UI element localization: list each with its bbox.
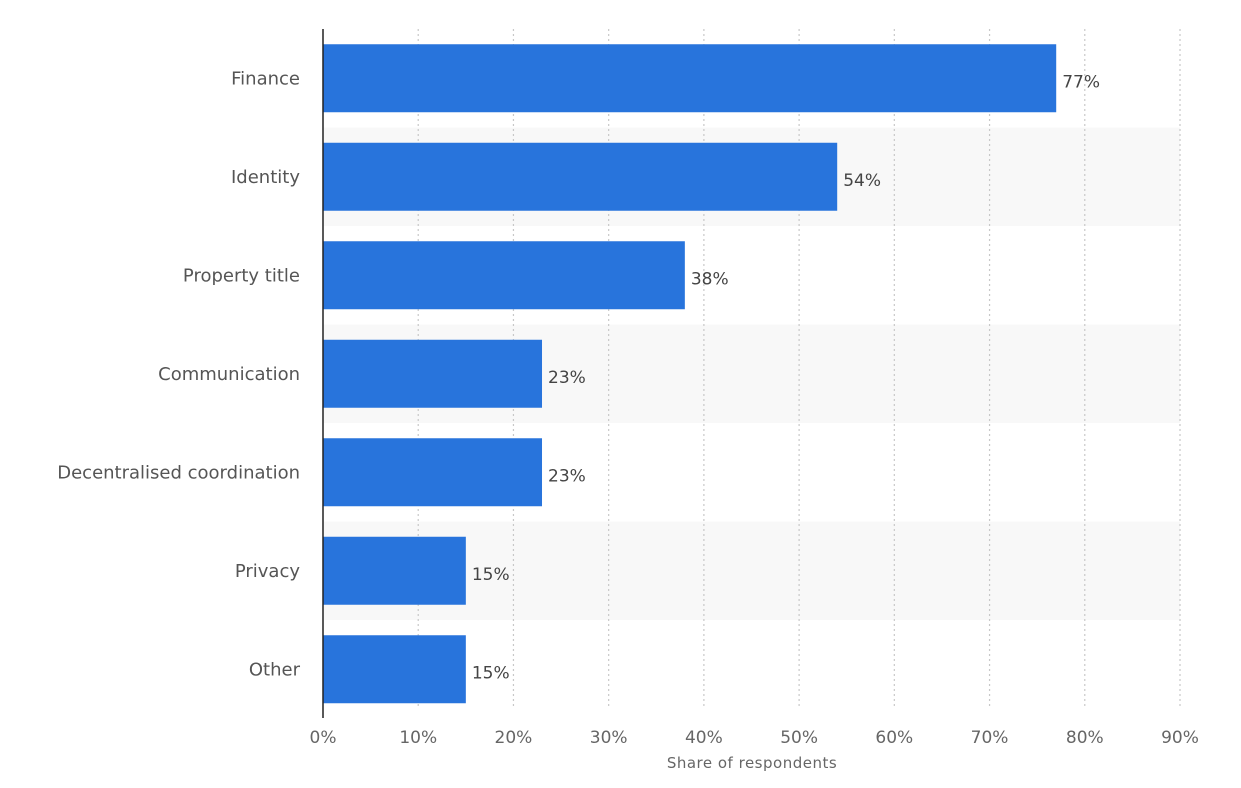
bar[interactable] xyxy=(323,241,685,310)
data-label: 15% xyxy=(472,565,510,585)
x-tick-label: 80% xyxy=(1066,728,1104,748)
bar[interactable] xyxy=(323,635,466,704)
x-tick-label: 70% xyxy=(971,728,1009,748)
x-axis-title: Share of respondents xyxy=(667,754,837,772)
category-label: Property title xyxy=(183,265,300,286)
category-label: Finance xyxy=(231,68,300,89)
data-label: 54% xyxy=(843,171,881,191)
x-tick-label: 60% xyxy=(875,728,913,748)
bar[interactable] xyxy=(323,536,466,605)
x-tick-label: 50% xyxy=(780,728,818,748)
data-label: 15% xyxy=(472,663,510,683)
data-label: 38% xyxy=(691,269,729,289)
bar[interactable] xyxy=(323,44,1057,113)
data-label: 23% xyxy=(548,368,586,388)
category-label: Privacy xyxy=(235,561,301,582)
x-tick-label: 30% xyxy=(590,728,628,748)
x-tick-label: 40% xyxy=(685,728,723,748)
category-label: Identity xyxy=(231,167,300,188)
bars xyxy=(323,44,1057,704)
data-label: 77% xyxy=(1062,72,1100,92)
bar[interactable] xyxy=(323,339,543,408)
data-label: 23% xyxy=(548,466,586,486)
category-label: Communication xyxy=(158,364,300,385)
bar[interactable] xyxy=(323,142,838,211)
category-labels: Finance Identity Property title Communicati… xyxy=(57,68,300,680)
x-tick-labels: 0% 10% 20% 30% 40% 50% 60% 70% 80% 90% xyxy=(310,728,1199,748)
data-labels: 77% 54% 38% 23% 23% 15% 15% xyxy=(472,72,1100,683)
row-band xyxy=(323,521,1180,620)
bar[interactable] xyxy=(323,438,543,507)
x-tick-label: 20% xyxy=(495,728,533,748)
x-tick-label: 90% xyxy=(1161,728,1199,748)
x-tick-label: 10% xyxy=(399,728,437,748)
category-label: Decentralised coordination xyxy=(57,462,300,483)
x-tick-label: 0% xyxy=(310,728,337,748)
category-label: Other xyxy=(249,659,301,680)
